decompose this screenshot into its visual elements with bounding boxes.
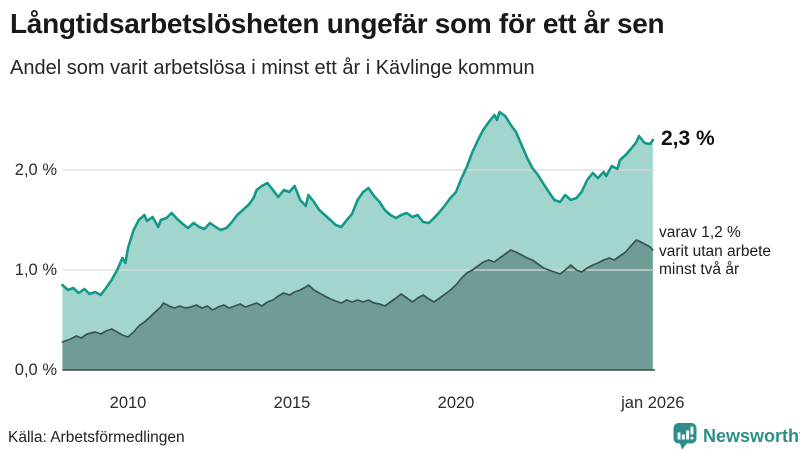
gridlines <box>62 169 655 271</box>
newsworthy-logo[interactable]: Newsworthy <box>672 422 800 450</box>
secondary-label-line: minst två år <box>659 261 740 278</box>
y-tick-label: 1,0 % <box>14 261 57 279</box>
newsworthy-icon <box>673 423 697 450</box>
y-tick-label: 0,0 % <box>14 361 57 379</box>
page-title: Långtidsarbetslösheten ungefär som för e… <box>10 8 665 39</box>
source-credit: Källa: Arbetsförmedlingen <box>8 429 185 446</box>
area-two-years <box>62 240 653 370</box>
x-tick-label: 2010 <box>109 394 147 412</box>
y-tick-label: 2,0 % <box>14 161 57 179</box>
line-total-one-year <box>61 110 655 297</box>
secondary-label-line: varit utan arbete <box>659 242 772 260</box>
x-tick-label: jan 2026 <box>621 394 685 412</box>
page-subtitle: Andel som varit arbetslösa i minst ett å… <box>10 57 535 79</box>
x-tick-label: 2020 <box>437 394 475 412</box>
secondary-series-label: varav 1,2 % varit utan arbete minst två … <box>659 224 771 280</box>
secondary-label-line: varav 1,2 % <box>659 224 741 241</box>
line-two-years <box>61 239 654 343</box>
newsworthy-wordmark: Newsworthy <box>703 426 800 446</box>
x-tick-label: 2015 <box>273 394 311 412</box>
latest-value-label: 2,3 % <box>661 127 715 150</box>
